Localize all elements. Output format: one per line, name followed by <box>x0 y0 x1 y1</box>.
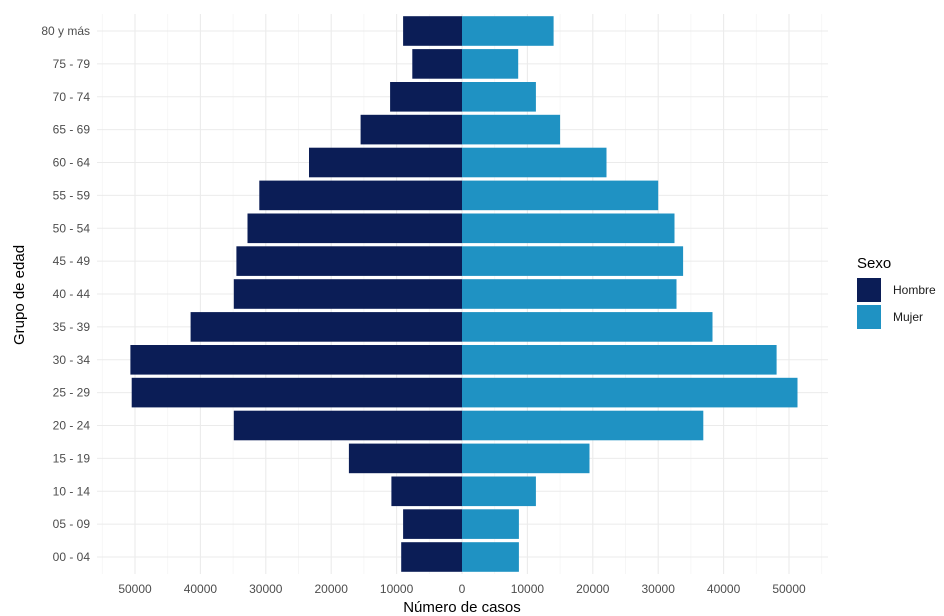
y-tick-label: 80 y más <box>41 24 90 38</box>
y-tick-label: 15 - 19 <box>53 451 91 465</box>
bar-mujer-40-44 <box>462 279 677 309</box>
y-axis-title: Grupo de edad <box>11 245 28 345</box>
x-tick-label: 50000 <box>118 582 152 596</box>
y-tick-label: 10 - 14 <box>53 484 91 498</box>
x-tick-label: 20000 <box>315 582 349 596</box>
x-tick-label: 20000 <box>576 582 610 596</box>
bar-hombre-15-19 <box>348 443 462 474</box>
y-tick-label: 30 - 34 <box>53 353 91 367</box>
legend-label-hombre: Hombre <box>893 283 936 297</box>
x-tick-label: 30000 <box>249 582 283 596</box>
bar-hombre-70-74 <box>390 82 462 112</box>
bar-hombre-30-34 <box>130 345 462 375</box>
bar-hombre-00-04 <box>401 542 462 572</box>
bar-mujer-60-64 <box>462 147 607 178</box>
legend: Sexo Hombre Mujer <box>857 255 936 329</box>
y-tick-label: 35 - 39 <box>53 320 91 334</box>
y-tick-label: 75 - 79 <box>53 57 91 71</box>
bar-hombre-05-09 <box>403 509 462 539</box>
x-tick-label: 40000 <box>707 582 741 596</box>
bar-hombre-45-49 <box>236 246 462 276</box>
bar-hombre-40-44 <box>233 279 462 309</box>
bar-mujer-80ymás <box>462 16 554 46</box>
bar-hombre-20-24 <box>233 410 462 441</box>
bar-mujer-55-59 <box>462 180 659 211</box>
bar-mujer-10-14 <box>462 476 536 507</box>
bar-hombre-10-14 <box>391 476 462 507</box>
x-tick-label: 10000 <box>511 582 545 596</box>
bar-mujer-35-39 <box>462 312 713 342</box>
bar-hombre-50-54 <box>247 213 462 244</box>
legend-swatch-hombre <box>857 278 881 302</box>
x-axis-title: Número de casos <box>403 599 521 616</box>
y-tick-label: 20 - 24 <box>53 419 91 433</box>
legend-label-mujer: Mujer <box>893 310 923 324</box>
bar-mujer-75-79 <box>462 49 519 79</box>
bar-mujer-45-49 <box>462 246 684 276</box>
bars <box>130 16 798 572</box>
bar-mujer-15-19 <box>462 443 590 474</box>
bar-hombre-65-69 <box>360 114 462 145</box>
y-tick-label: 40 - 44 <box>53 287 91 301</box>
bar-mujer-00-04 <box>462 542 519 572</box>
y-tick-label: 65 - 69 <box>53 123 91 137</box>
y-tick-label: 55 - 59 <box>53 188 91 202</box>
bar-hombre-80ymás <box>403 16 462 46</box>
bar-mujer-20-24 <box>462 410 704 441</box>
legend-title: Sexo <box>857 255 891 272</box>
bar-hombre-35-39 <box>190 312 462 342</box>
bar-hombre-25-29 <box>131 377 462 408</box>
bar-mujer-50-54 <box>462 213 675 244</box>
bar-hombre-75-79 <box>412 49 462 79</box>
y-tick-label: 45 - 49 <box>53 254 91 268</box>
y-tick-label: 70 - 74 <box>53 90 91 104</box>
x-tick-label: 30000 <box>642 582 676 596</box>
x-tick-label: 50000 <box>772 582 806 596</box>
x-tick-label: 10000 <box>380 582 414 596</box>
x-tick-labels: 50000 40000 30000 20000 10000 0 10000 20000 3000… <box>118 582 806 596</box>
bar-mujer-25-29 <box>462 377 798 408</box>
x-tick-label: 0 <box>459 582 466 596</box>
x-tick-label: 40000 <box>184 582 218 596</box>
y-tick-labels: 00 - 04 05 - 09 10 - 14 15 - 19 20 - 24 25 - … <box>41 24 90 564</box>
y-tick-label: 00 - 04 <box>53 550 91 564</box>
bar-mujer-30-34 <box>462 345 777 375</box>
bar-hombre-55-59 <box>259 180 462 211</box>
bar-mujer-65-69 <box>462 114 561 145</box>
bar-mujer-70-74 <box>462 82 536 112</box>
y-tick-label: 60 - 64 <box>53 156 91 170</box>
bar-mujer-05-09 <box>462 509 519 539</box>
y-tick-label: 50 - 54 <box>53 221 91 235</box>
y-tick-label: 25 - 29 <box>53 386 91 400</box>
y-tick-label: 05 - 09 <box>53 517 91 531</box>
bar-hombre-60-64 <box>309 147 462 178</box>
legend-swatch-mujer <box>857 305 881 329</box>
